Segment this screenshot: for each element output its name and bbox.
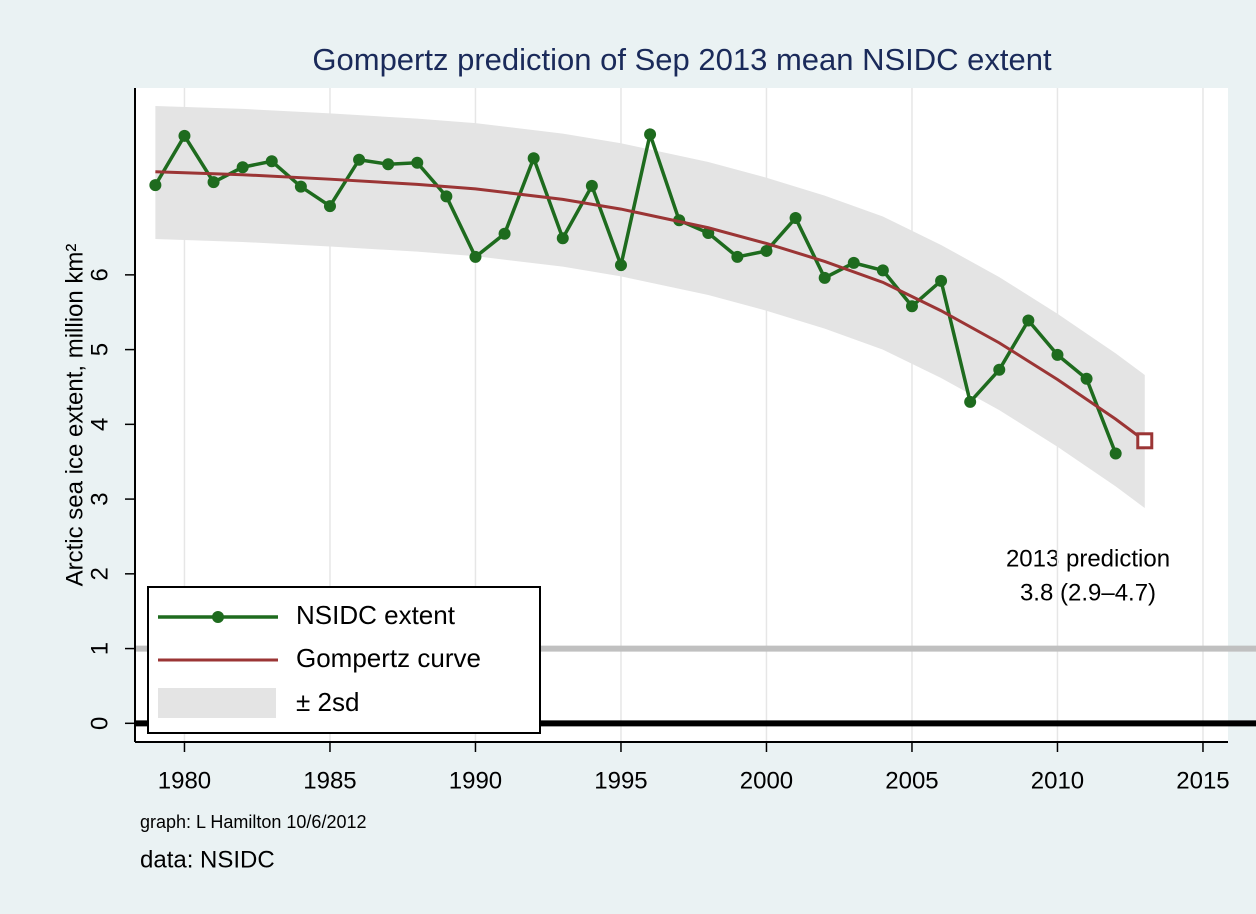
data-point	[876, 264, 889, 277]
data-point	[1109, 447, 1122, 460]
data-point	[1080, 372, 1093, 385]
data-point	[382, 158, 395, 171]
data-point	[585, 179, 598, 192]
x-tick-label: 1995	[594, 767, 647, 794]
data-point	[993, 363, 1006, 376]
note: data: NSIDC	[140, 846, 275, 873]
legend-label: NSIDC extent	[296, 600, 456, 630]
data-point	[353, 153, 366, 166]
x-tick-label: 2010	[1031, 767, 1084, 794]
x-tick-label: 2005	[885, 767, 938, 794]
data-point	[905, 300, 918, 313]
legend-label: ± 2sd	[296, 687, 359, 717]
x-tick-label: 2000	[740, 767, 793, 794]
data-point	[818, 271, 831, 284]
y-tick-label: 3	[86, 492, 113, 505]
y-tick-label: 2	[86, 567, 113, 580]
data-point	[527, 152, 540, 165]
legend-swatch	[158, 688, 276, 718]
y-tick-label: 4	[86, 418, 113, 431]
data-point	[1051, 348, 1064, 361]
x-tick-label: 1990	[449, 767, 502, 794]
data-point	[556, 232, 569, 245]
data-point	[1022, 314, 1035, 327]
x-tick-label: 2015	[1176, 767, 1229, 794]
data-point	[178, 129, 191, 142]
y-tick-label: 6	[86, 268, 113, 281]
data-point	[789, 212, 802, 225]
data-point	[935, 274, 948, 287]
prediction-marker	[1136, 432, 1154, 450]
annotation: 2013 prediction	[1006, 545, 1170, 572]
confidence-band	[155, 105, 1145, 509]
y-tick-label: 0	[86, 717, 113, 730]
y-tick-label: 1	[86, 642, 113, 655]
data-point	[731, 250, 744, 263]
chart-title: Gompertz prediction of Sep 2013 mean NSI…	[312, 42, 1052, 77]
annotation: 3.8 (2.9–4.7)	[1020, 579, 1156, 606]
x-tick-label: 1980	[158, 767, 211, 794]
data-point	[469, 250, 482, 263]
data-point	[411, 156, 424, 169]
data-point	[265, 155, 278, 168]
data-point	[644, 128, 657, 141]
data-point	[440, 190, 453, 203]
data-point	[847, 256, 860, 269]
series-line	[155, 170, 1146, 442]
data-point	[236, 161, 249, 174]
data-point	[760, 244, 773, 257]
y-axis-label: Arctic sea ice extent, million km²	[61, 244, 88, 587]
x-tick-label: 1985	[303, 767, 356, 794]
series-line	[153, 127, 1118, 455]
data-point	[964, 395, 977, 408]
legend-label: Gompertz curve	[296, 643, 481, 673]
note: graph: L Hamilton 10/6/2012	[140, 812, 367, 832]
data-point	[498, 227, 511, 240]
legend-swatch	[212, 611, 224, 623]
data-point	[149, 179, 162, 192]
data-point	[323, 200, 336, 213]
data-point	[294, 180, 307, 193]
y-tick-label: 5	[86, 343, 113, 356]
data-point	[614, 259, 627, 272]
data-point	[207, 176, 220, 189]
